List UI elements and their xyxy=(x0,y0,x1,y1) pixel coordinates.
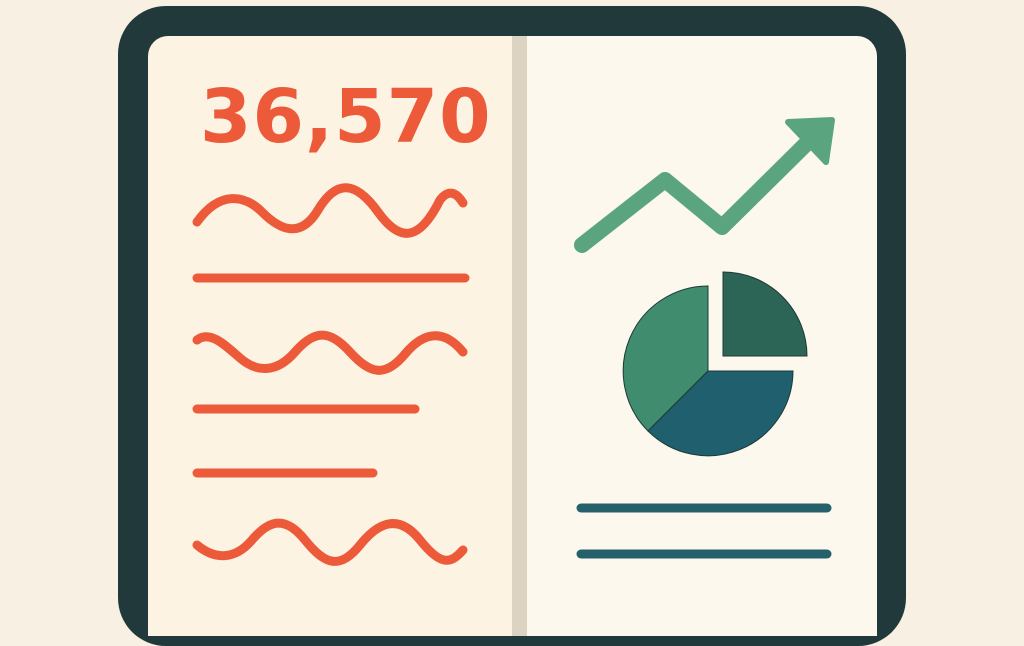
metric-value: 36,570 xyxy=(200,74,492,160)
text-wave-2 xyxy=(192,330,468,375)
pie-slice-light xyxy=(622,285,709,432)
pie-slice-teal xyxy=(647,370,794,457)
pie-slice-exploded xyxy=(722,271,808,357)
text-wave-1 xyxy=(192,183,468,238)
pie-chart-icon xyxy=(622,271,808,457)
illustration-layer xyxy=(192,117,835,566)
text-wave-3 xyxy=(192,518,468,566)
trend-up-arrow-icon xyxy=(574,117,835,253)
panel-divider xyxy=(512,36,527,636)
